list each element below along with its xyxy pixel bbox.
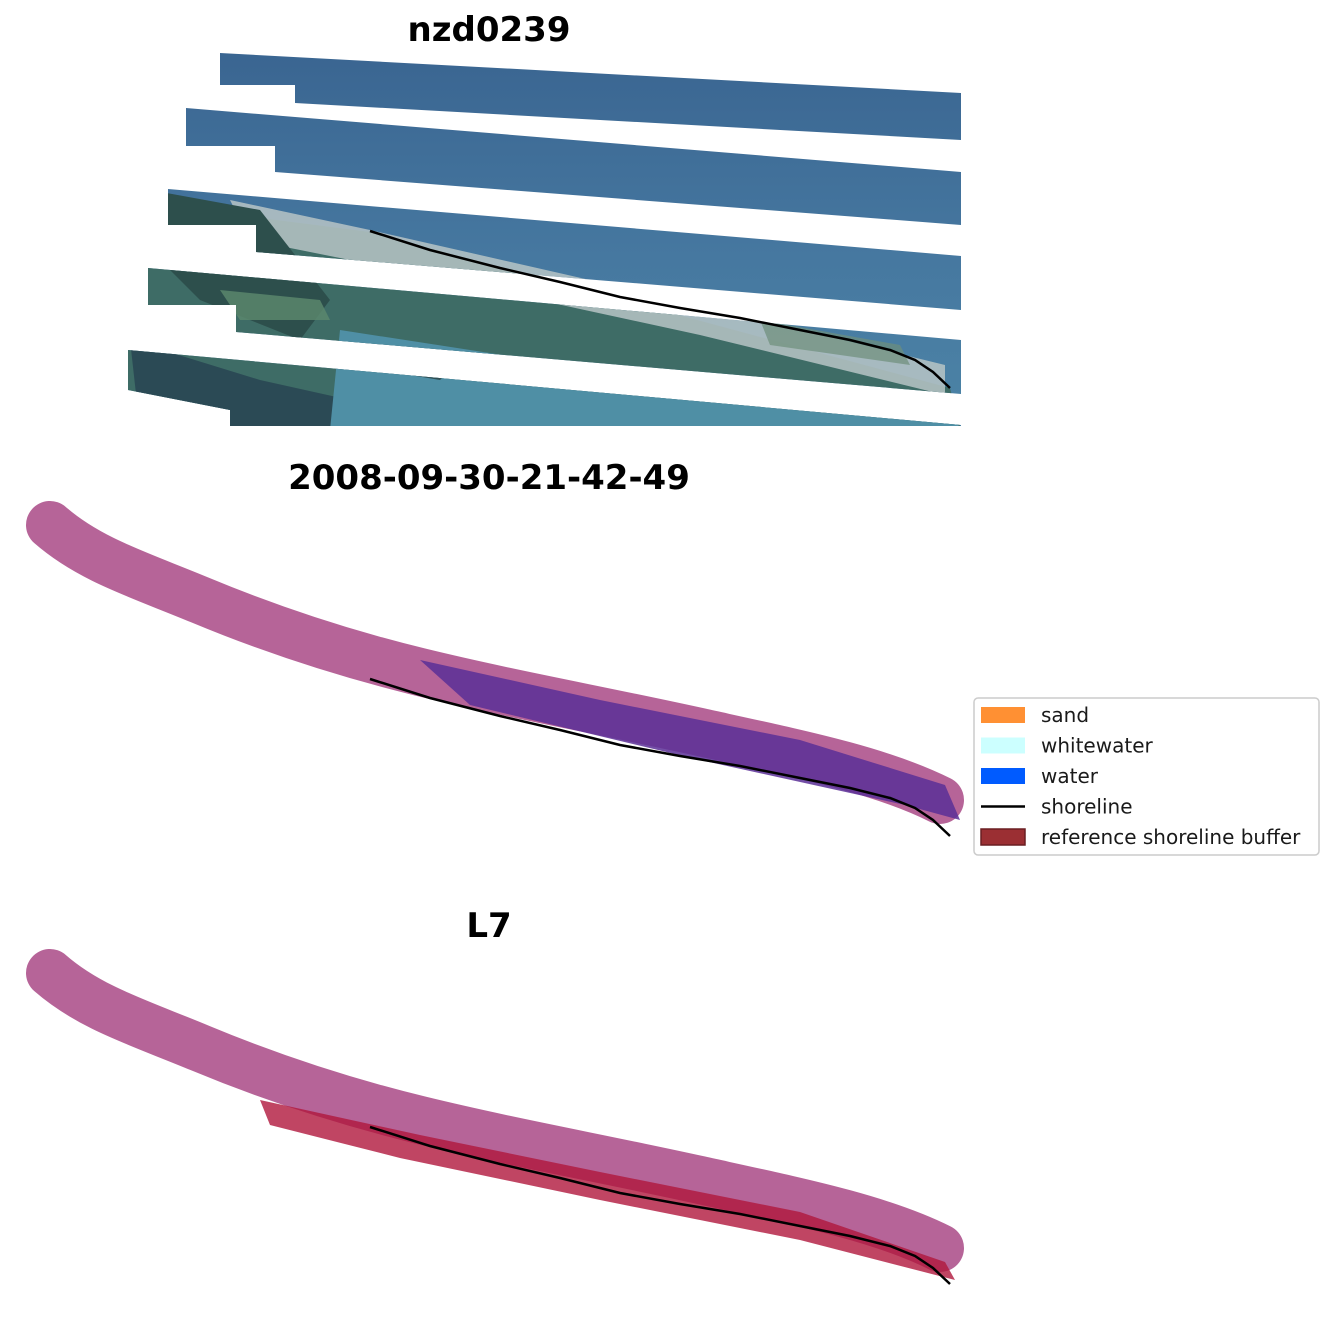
- legend-label: reference shoreline buffer: [1041, 825, 1301, 849]
- legend-label: shoreline: [1041, 795, 1133, 819]
- legend-item-whitewater: whitewater: [981, 734, 1153, 758]
- buffer-water-overlap: [420, 660, 960, 820]
- panel-classification: 2008-09-30-21-42-49: [26, 458, 964, 837]
- legend-frame: [973, 697, 1320, 856]
- shoreline-line: [369, 229, 951, 389]
- shoreline-line: [369, 1125, 951, 1285]
- legend-label: sand: [1041, 703, 1089, 727]
- panel-probability: L7: [26, 906, 964, 1285]
- legend: sand whitewater water shoreline reference sh…: [973, 697, 1320, 856]
- panel-title-rgb: nzd0239: [408, 10, 571, 50]
- legend-swatch: [981, 707, 1025, 723]
- legend-swatch: [980, 828, 1026, 846]
- satellite-image: [128, 53, 961, 426]
- legend-swatch: [981, 737, 1025, 754]
- legend-item-water: water: [981, 764, 1099, 788]
- panel-rgb-image: nzd0239: [128, 10, 961, 426]
- reference-shoreline-buffer: [26, 949, 964, 1272]
- legend-label: whitewater: [1041, 734, 1153, 758]
- legend-item-sand: sand: [981, 703, 1089, 727]
- legend-item-reference-shoreline-buffer: reference shoreline buffer: [980, 825, 1301, 849]
- legend-swatch: [981, 768, 1025, 784]
- legend-label: water: [1041, 764, 1099, 788]
- panel-title-classification: 2008-09-30-21-42-49: [288, 458, 690, 498]
- panel-title-probability: L7: [466, 906, 511, 946]
- legend-item-shoreline: shoreline: [981, 795, 1133, 819]
- shoreline-line: [369, 677, 951, 837]
